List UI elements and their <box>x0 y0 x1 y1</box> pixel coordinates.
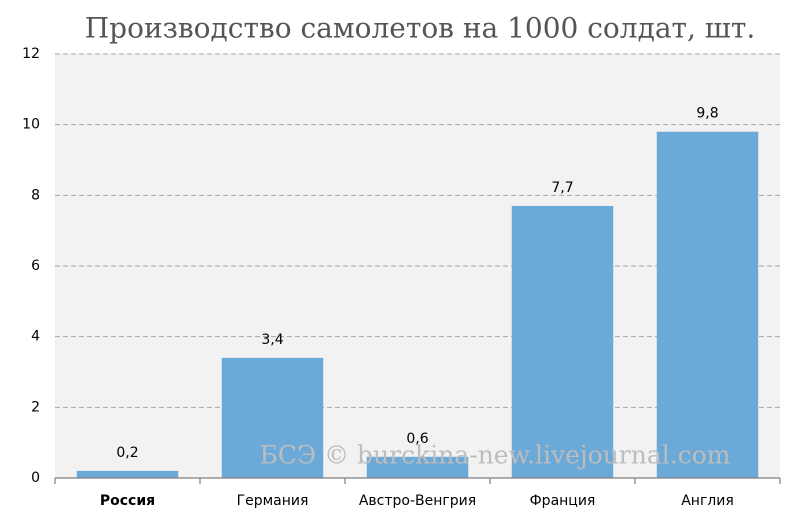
watermark: БСЭ © burckina-new.livejournal.com <box>260 441 731 470</box>
y-tick-label: 6 <box>31 258 40 274</box>
value-label: 9,8 <box>696 106 718 122</box>
bar <box>76 470 179 478</box>
x-tick-label: Англия <box>681 493 734 509</box>
bar <box>366 456 469 478</box>
marks: 0 2 4 6 8 10 12 Россия 0,2 Германия 3,4 Австро-Венг… <box>22 46 781 509</box>
x-tick-label: Австро-Венгрия <box>359 493 476 509</box>
x-tick-label: Россия <box>100 493 155 509</box>
value-label: 0,2 <box>116 445 138 461</box>
x-tick-label: Германия <box>237 493 309 509</box>
x-tick-label: Франция <box>530 493 596 509</box>
y-tick-label: 2 <box>31 399 40 415</box>
bar <box>511 205 614 478</box>
value-label: 7,7 <box>551 180 573 196</box>
y-tick-label: 0 <box>31 470 40 486</box>
bar <box>656 131 759 478</box>
y-tick-label: 10 <box>22 117 40 133</box>
chart-title: Производство самолетов на 1000 солдат, ш… <box>85 12 755 45</box>
y-tick-label: 12 <box>22 46 40 62</box>
value-label: 3,4 <box>261 332 283 348</box>
bar <box>221 357 324 478</box>
value-label: 0,6 <box>406 431 428 447</box>
y-tick-label: 8 <box>31 187 40 203</box>
y-tick-label: 4 <box>31 329 40 345</box>
